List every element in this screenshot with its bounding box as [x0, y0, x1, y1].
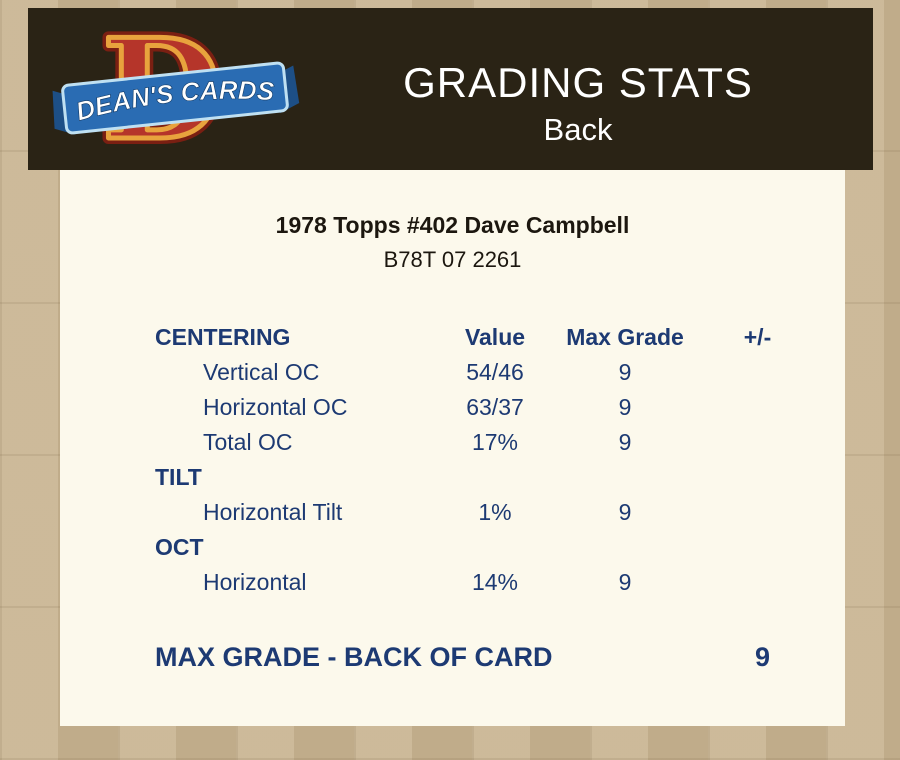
deans-cards-logo-icon: D D DEAN'S CARDS [52, 12, 300, 166]
section-row-tilt: TILT [155, 460, 820, 495]
row-max-grade: 9 [618, 429, 632, 455]
table-row: Horizontal OC 63/37 9 [155, 390, 820, 425]
table-row: Total OC 17% 9 [155, 425, 820, 460]
max-grade-value: 9 [754, 642, 771, 672]
row-max-grade: 9 [618, 394, 632, 420]
row-max-grade: 9 [618, 359, 632, 385]
header-bar: D D DEAN'S CARDS GRADING STATS Back [28, 8, 873, 170]
page-subtitle: Back [543, 112, 613, 147]
row-label: Vertical OC [203, 359, 320, 385]
logo-ribbon-band [61, 61, 289, 135]
row-label: Horizontal Tilt [203, 499, 343, 525]
header-titles: GRADING STATS Back [298, 8, 858, 170]
section-header-centering: CENTERING [155, 324, 291, 350]
page-title: GRADING STATS [403, 59, 753, 106]
row-label: Horizontal [203, 569, 307, 595]
section-row-oct: OCT [155, 530, 820, 565]
row-label: Total OC [203, 429, 293, 455]
column-header-plus-minus: +/- [743, 324, 772, 350]
row-value: 14% [471, 569, 519, 595]
column-header-value: Value [464, 324, 526, 350]
content-panel: 1978 Topps #402 Dave Campbell B78T 07 22… [60, 170, 845, 726]
deans-cards-logo[interactable]: D D DEAN'S CARDS [50, 12, 300, 166]
row-value: 54/46 [466, 359, 524, 385]
max-grade-summary: MAX GRADE - BACK OF CARD 9 [155, 642, 820, 673]
section-header-tilt: TILT [155, 464, 202, 490]
table-row: Vertical OC 54/46 9 [155, 355, 820, 390]
row-value: 17% [471, 429, 519, 455]
table-row: Horizontal 14% 9 [155, 565, 820, 600]
row-max-grade: 9 [618, 499, 632, 525]
max-grade-label: MAX GRADE - BACK OF CARD [155, 642, 553, 672]
row-label: Horizontal OC [203, 394, 348, 420]
column-header-max-grade: Max Grade [566, 324, 684, 350]
grading-stats-table: CENTERING Value Max Grade +/- Vertical O… [155, 320, 820, 600]
row-value: 63/37 [466, 394, 524, 420]
row-value: 1% [478, 499, 512, 525]
card-serial-number: B78T 07 2261 [383, 247, 522, 272]
table-header-row: CENTERING Value Max Grade +/- [155, 320, 820, 355]
card-title: 1978 Topps #402 Dave Campbell [275, 212, 630, 238]
row-max-grade: 9 [618, 569, 632, 595]
section-header-oct: OCT [155, 534, 204, 560]
table-row: Horizontal Tilt 1% 9 [155, 495, 820, 530]
